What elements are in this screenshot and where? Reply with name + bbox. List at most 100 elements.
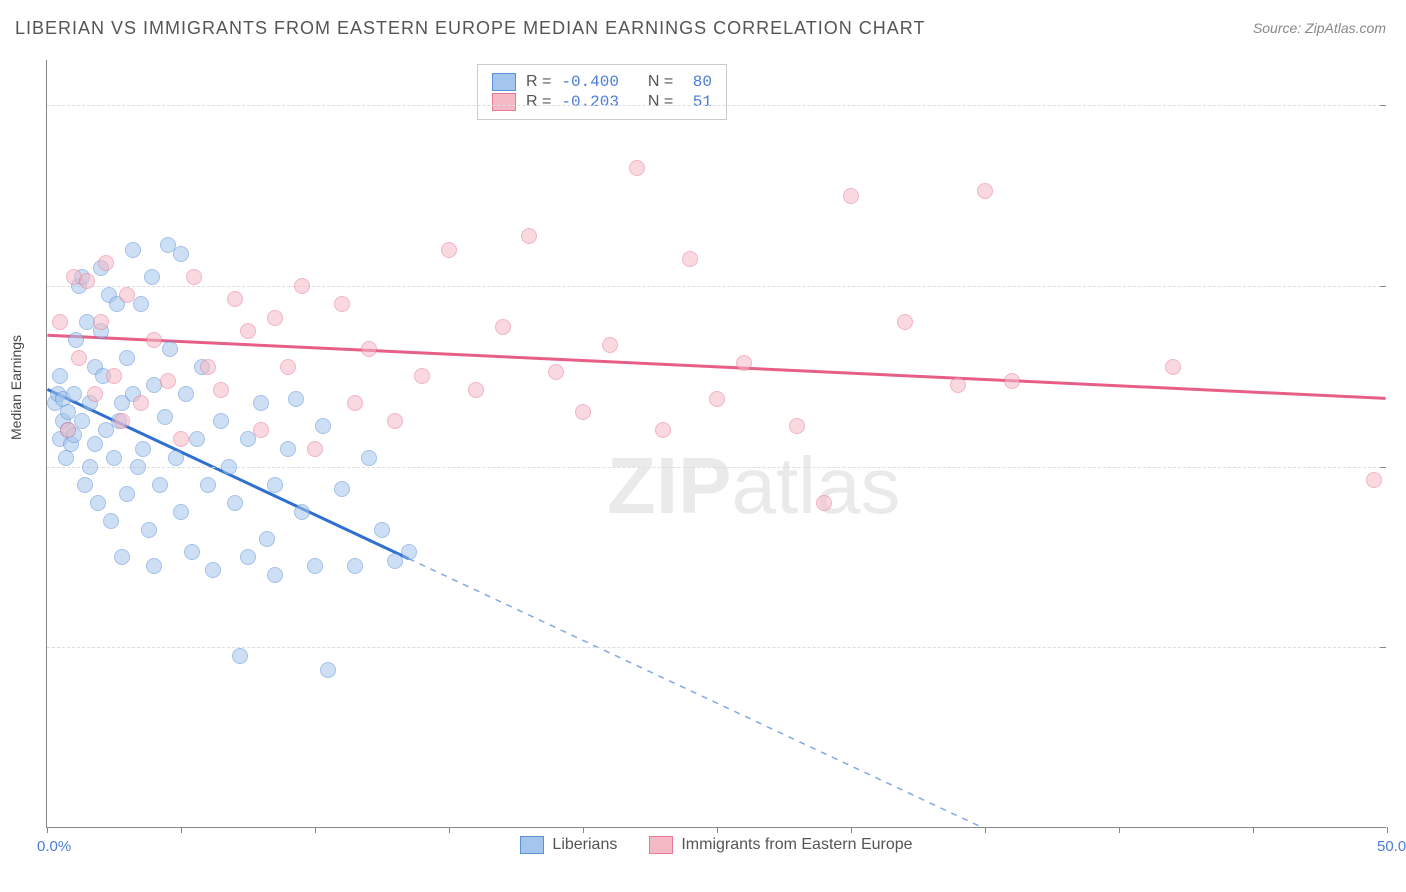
data-point-liberians [130,459,146,475]
data-point-liberians [184,544,200,560]
x-tick [181,827,182,833]
data-point-liberians [315,418,331,434]
data-point-liberians [227,495,243,511]
x-tick-label: 50.0% [1377,838,1406,855]
legend-label: Liberians [552,836,617,854]
data-point-liberians [361,450,377,466]
data-point-liberians [288,391,304,407]
data-point-liberians [200,477,216,493]
data-point-liberians [232,648,248,664]
data-point-liberians [280,441,296,457]
data-point-liberians [347,558,363,574]
data-point-liberians [68,332,84,348]
data-point-eastern_europe [87,386,103,402]
data-point-eastern_europe [79,273,95,289]
y-tick [1380,286,1386,287]
gridline [47,467,1386,468]
data-point-eastern_europe [1165,359,1181,375]
swatch [649,836,673,854]
data-point-liberians [144,269,160,285]
data-point-liberians [87,436,103,452]
x-tick [717,827,718,833]
bottom-legend: LiberiansImmigrants from Eastern Europe [47,836,1386,859]
data-point-liberians [168,450,184,466]
x-tick [1387,827,1388,833]
x-tick [315,827,316,833]
data-point-liberians [267,567,283,583]
chart-title: LIBERIAN VS IMMIGRANTS FROM EASTERN EURO… [15,18,925,39]
data-point-liberians [253,395,269,411]
data-point-eastern_europe [133,395,149,411]
data-point-liberians [82,459,98,475]
data-point-eastern_europe [897,314,913,330]
gridline [47,286,1386,287]
data-point-liberians [205,562,221,578]
data-point-eastern_europe [602,337,618,353]
n-label: N = [648,73,673,91]
y-tick [1380,647,1386,648]
data-point-liberians [259,531,275,547]
data-point-liberians [146,558,162,574]
data-point-eastern_europe [267,310,283,326]
watermark: ZIPatlas [607,440,900,532]
data-point-eastern_europe [548,364,564,380]
data-point-liberians [157,409,173,425]
data-point-eastern_europe [186,269,202,285]
data-point-liberians [52,368,68,384]
data-point-eastern_europe [1366,472,1382,488]
y-tick [1380,467,1386,468]
data-point-eastern_europe [682,251,698,267]
x-tick [47,827,48,833]
data-point-liberians [240,549,256,565]
n-label: N = [648,93,673,111]
r-label: R = [526,93,551,111]
swatch [492,73,516,91]
data-point-liberians [103,513,119,529]
data-point-eastern_europe [736,355,752,371]
y-tick-label: $80,000 [1396,95,1406,112]
data-point-eastern_europe [387,413,403,429]
n-value: 51 [683,93,712,111]
data-point-eastern_europe [347,395,363,411]
data-point-eastern_europe [98,255,114,271]
data-point-liberians [267,477,283,493]
swatch [520,836,544,854]
data-point-eastern_europe [93,314,109,330]
data-point-eastern_europe [294,278,310,294]
data-point-eastern_europe [709,391,725,407]
data-point-liberians [374,522,390,538]
x-tick [1253,827,1254,833]
data-point-liberians [221,459,237,475]
data-point-eastern_europe [240,323,256,339]
data-point-eastern_europe [468,382,484,398]
x-tick [449,827,450,833]
data-point-eastern_europe [307,441,323,457]
x-tick [985,827,986,833]
data-point-liberians [74,413,90,429]
y-tick-label: $20,000 [1396,637,1406,654]
y-tick-label: $60,000 [1396,276,1406,293]
data-point-liberians [294,504,310,520]
data-point-eastern_europe [227,291,243,307]
stats-legend-box: R =-0.400 N = 80R =-0.203 N = 51 [477,64,727,120]
data-point-liberians [173,246,189,262]
chart-plot-area: ZIPatlas R =-0.400 N = 80R =-0.203 N = 5… [46,60,1386,828]
data-point-liberians [114,549,130,565]
r-label: R = [526,73,551,91]
data-point-eastern_europe [106,368,122,384]
data-point-liberians [133,296,149,312]
data-point-eastern_europe [521,228,537,244]
data-point-eastern_europe [495,319,511,335]
n-value: 80 [683,73,712,91]
source-attribution: Source: ZipAtlas.com [1253,20,1386,36]
swatch [492,93,516,111]
data-point-liberians [213,413,229,429]
data-point-liberians [125,242,141,258]
data-point-eastern_europe [334,296,350,312]
data-point-eastern_europe [71,350,87,366]
data-point-eastern_europe [950,377,966,393]
data-point-liberians [162,341,178,357]
data-point-eastern_europe [789,418,805,434]
data-point-liberians [77,477,93,493]
data-point-eastern_europe [629,160,645,176]
